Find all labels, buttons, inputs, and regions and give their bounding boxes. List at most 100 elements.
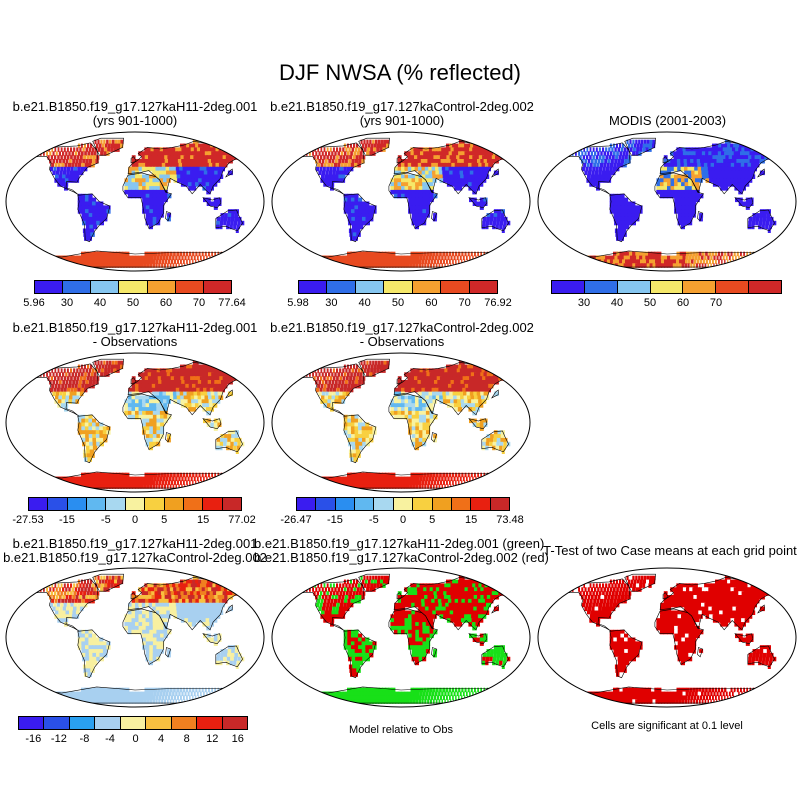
map-cell [397, 387, 402, 393]
map-cell [187, 399, 193, 404]
map-cell [704, 170, 710, 176]
map-cell [719, 178, 725, 183]
map-cell [163, 197, 168, 203]
map-cell [749, 151, 756, 156]
map-cell [164, 380, 170, 385]
map-cell [215, 263, 217, 268]
map-cell [719, 182, 725, 187]
map-cell [129, 259, 133, 264]
map-cell [611, 255, 617, 261]
map-cell [92, 376, 96, 381]
map-cell [167, 434, 172, 439]
map-cell [192, 166, 198, 172]
map-cell [625, 251, 631, 257]
map-cell [495, 376, 501, 381]
map-cell [154, 472, 158, 478]
map-cell [667, 182, 672, 187]
map-cell [735, 147, 741, 152]
map-cell [103, 151, 107, 156]
map-cell [328, 395, 332, 400]
map-cell [50, 376, 53, 381]
map-cell [346, 364, 349, 370]
map-cell [154, 380, 160, 385]
map-cell [59, 380, 62, 385]
map-cell [401, 159, 405, 164]
map-cell [146, 263, 150, 268]
map-cell [42, 255, 49, 261]
map-cell [144, 472, 148, 478]
map-cell [741, 147, 747, 152]
map-cell [410, 476, 414, 482]
map-cell [481, 162, 487, 168]
map-cell [432, 251, 436, 257]
map-cell [163, 472, 167, 478]
coastline [92, 358, 124, 377]
map-cell [187, 159, 193, 164]
map-cell [411, 162, 416, 168]
map-cell [500, 263, 503, 268]
map-cell [321, 159, 325, 164]
map-cell [71, 587, 74, 592]
map-cell [223, 441, 227, 447]
map-cell [223, 587, 230, 592]
map-cell [371, 364, 374, 370]
map-cell [725, 170, 731, 176]
map-cell [141, 376, 146, 381]
map-cell [207, 579, 213, 585]
map-cell [468, 162, 473, 168]
map-cell [394, 255, 399, 261]
map-cell [60, 255, 67, 261]
map-cell [217, 197, 222, 203]
map-cell [84, 457, 89, 462]
map-cell [88, 213, 93, 218]
map-cell [131, 476, 136, 482]
map-cell [214, 380, 220, 385]
map-cell [435, 170, 440, 176]
map-cell [712, 174, 717, 179]
map-cell [598, 170, 602, 176]
map-cell [461, 259, 463, 264]
map-cell [103, 472, 108, 478]
map-cell [323, 155, 326, 160]
map-cell [161, 263, 164, 268]
map-cell [236, 587, 243, 592]
map-land-cells [285, 358, 519, 489]
map-cell [131, 255, 136, 261]
map-cell [394, 174, 398, 179]
map-cell [505, 259, 507, 264]
map-cell [217, 422, 222, 427]
map-cell [199, 591, 205, 596]
map-cell [148, 174, 154, 179]
map-cell [289, 476, 297, 482]
map-cell [198, 403, 203, 408]
map-cell [159, 213, 164, 218]
map-cell [234, 263, 237, 268]
map-cell [467, 174, 472, 179]
map-cell [681, 182, 686, 187]
map-cell [354, 162, 358, 168]
map-cell [464, 472, 467, 478]
map-cell [211, 380, 217, 385]
map-cell [699, 155, 704, 160]
map-cell [737, 162, 743, 168]
map-cell [162, 368, 168, 373]
map-cell [182, 472, 186, 478]
map-cell [411, 437, 416, 443]
map-cell [182, 166, 188, 172]
map-cell [209, 155, 215, 160]
map-cell [205, 383, 211, 389]
map-cell [82, 476, 88, 482]
map-cell [506, 255, 507, 261]
map-cell [84, 205, 90, 210]
map-cell [128, 399, 133, 404]
map-cell [106, 587, 110, 592]
map-cell [176, 372, 181, 377]
map-cell [431, 480, 434, 485]
map-cell [186, 155, 192, 160]
map-cell [108, 259, 113, 264]
map-cell [243, 476, 244, 482]
map-land-cells [19, 137, 253, 268]
map-cell [195, 143, 201, 149]
map-cell [457, 159, 463, 164]
map-cell [163, 372, 169, 377]
